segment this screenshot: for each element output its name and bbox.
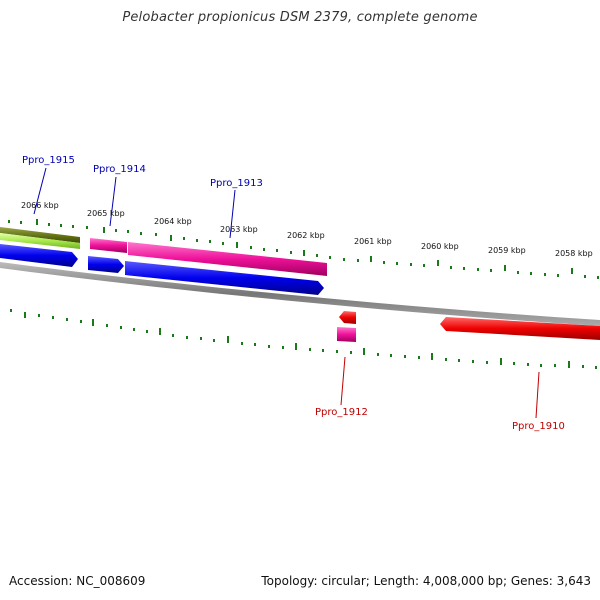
upper-tick-row <box>8 219 599 279</box>
gene-label-ppro-1915: Ppro_1915 <box>22 155 75 166</box>
lower-tick-row <box>10 309 597 369</box>
gene-label-ppro-1913: Ppro_1913 <box>210 178 263 189</box>
cds-arrow <box>88 256 124 273</box>
left-overlay-tracks <box>0 227 80 249</box>
tick-label: 2061 kbp <box>354 237 392 246</box>
genome-summary-text: Topology: circular; Length: 4,008,000 bp… <box>261 574 591 588</box>
gene-feature-row[interactable] <box>90 238 327 276</box>
tick-label: 2059 kbp <box>488 246 526 255</box>
tick-label: 2064 kbp <box>154 217 192 226</box>
kbp-labels: 2066 kbp 2065 kbp 2064 kbp 2063 kbp 2062… <box>21 201 593 258</box>
gene-label-ppro-1914: Ppro_1914 <box>93 164 146 175</box>
gene-bar <box>128 242 327 276</box>
gene-labels[interactable]: Ppro_1915 Ppro_1914 Ppro_1913 Ppro_1912 … <box>22 155 565 432</box>
gene-label-ppro-1912: Ppro_1912 <box>315 407 368 418</box>
forward-cds-row[interactable] <box>0 244 324 295</box>
map-title: Pelobacter propionicus DSM 2379, complet… <box>122 10 478 25</box>
accession-text: Accession: NC_008609 <box>9 574 146 588</box>
gene-bar <box>90 238 127 253</box>
gene-label-ppro-1910: Ppro_1910 <box>512 421 565 432</box>
reverse-cds-row[interactable] <box>337 311 600 342</box>
tick-label: 2066 kbp <box>21 201 59 210</box>
tick-label: 2060 kbp <box>421 242 459 251</box>
cds-arrow <box>440 317 600 340</box>
cds-arrow <box>0 244 78 267</box>
tick-label: 2058 kbp <box>555 249 593 258</box>
tick-label: 2065 kbp <box>87 209 125 218</box>
cds-arrow <box>125 261 324 295</box>
genome-backbone <box>0 262 600 326</box>
cds-arrow <box>339 311 356 324</box>
tick-label: 2062 kbp <box>287 231 325 240</box>
gene-bar <box>337 327 356 342</box>
tick-label: 2063 kbp <box>220 225 258 234</box>
